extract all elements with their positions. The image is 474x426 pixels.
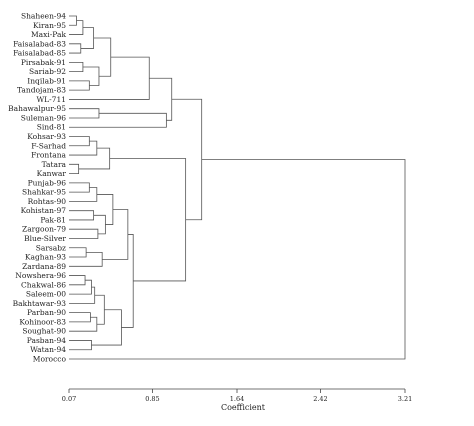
dendrogram-link xyxy=(69,275,86,286)
leaf-label: Pasban-94 xyxy=(27,336,66,345)
leaf-label: Zardana-89 xyxy=(22,262,66,271)
leaf-labels: Shaheen-94Kiran-95Maxi-PakFaisalabad-83F… xyxy=(8,12,66,364)
dendrogram-links xyxy=(69,15,406,360)
dendrogram-link xyxy=(78,147,111,170)
dendrogram-link xyxy=(121,234,134,328)
x-axis-tick-label: 0.85 xyxy=(145,395,159,403)
leaf-label: Tandojam-83 xyxy=(17,86,66,95)
x-axis: 0.07 0.85 1.64 2.42 3.21 xyxy=(62,388,412,403)
dendrogram-link xyxy=(69,108,100,119)
dendrogram-link xyxy=(171,98,203,221)
dendrogram-link xyxy=(82,66,100,86)
dendrogram-link xyxy=(69,286,96,304)
x-axis-tick-label: 3.21 xyxy=(398,395,412,403)
leaf-label: Saleem-00 xyxy=(26,290,66,299)
leaf-label: Pirsabak-91 xyxy=(21,58,66,67)
leaf-label: Faisalabad-83 xyxy=(13,39,66,48)
leaf-label: F-Sarhad xyxy=(31,141,66,150)
dendrogram-link xyxy=(69,159,406,360)
leaf-label: Watan-94 xyxy=(30,345,66,354)
dendrogram-link xyxy=(69,56,150,100)
leaf-label: Morocco xyxy=(33,354,67,363)
leaf-label: Frontana xyxy=(31,151,66,160)
dendrogram-link xyxy=(69,312,91,323)
dendrogram-link xyxy=(69,210,95,221)
dendrogram-link xyxy=(69,43,82,54)
dendrogram-link xyxy=(69,163,80,174)
dendrogram-link xyxy=(102,209,129,260)
x-axis-tick-label: 2.42 xyxy=(313,395,327,403)
dendrogram-link xyxy=(69,251,103,267)
dendrogram-link xyxy=(69,340,92,351)
leaf-label: Soughat-90 xyxy=(22,327,66,336)
dendrogram-link xyxy=(69,80,90,91)
dendrogram-link xyxy=(69,112,167,128)
dendrogram-link xyxy=(69,20,84,35)
leaf-label: Suleman-96 xyxy=(21,113,67,122)
leaf-label: Shahkar-95 xyxy=(22,188,66,197)
dendrogram-link xyxy=(96,194,114,225)
dendrogram-link xyxy=(149,77,173,121)
dendrogram-link xyxy=(69,61,84,73)
leaf-label: Faisalabad-85 xyxy=(13,49,66,58)
dendrogram-link xyxy=(93,37,112,77)
dendrogram-link xyxy=(69,187,98,202)
x-axis-tick-label: 1.64 xyxy=(230,395,244,403)
dendrogram-link xyxy=(69,182,90,193)
leaf-label: Kanwar xyxy=(37,169,67,178)
leaf-label: Rohtas-90 xyxy=(28,197,67,206)
dendrogram-link xyxy=(69,15,77,26)
x-axis-title: Coefficient xyxy=(221,403,266,412)
dendrogram-link xyxy=(109,158,187,282)
leaf-label: Kohsar-93 xyxy=(27,132,66,141)
leaf-label: Sariab-92 xyxy=(29,67,66,76)
dendrogram-link xyxy=(69,228,99,239)
dendrogram-link xyxy=(69,247,87,258)
leaf-label: Kohinoor-83 xyxy=(19,317,66,326)
leaf-label: Bahawalpur-95 xyxy=(8,104,66,113)
leaf-label: WL-711 xyxy=(36,95,66,104)
dendrogram-link xyxy=(94,294,105,325)
leaf-label: Sarsabz xyxy=(36,243,66,252)
leaf-label: Parban-90 xyxy=(27,308,66,317)
leaf-label: Kaghan-93 xyxy=(25,253,66,262)
leaf-label: Blue-Silver xyxy=(24,234,66,243)
leaf-label: Bakhtawar-93 xyxy=(13,299,67,308)
x-axis-tick-label: 0.07 xyxy=(62,395,76,403)
leaf-label: Sind-81 xyxy=(37,123,66,132)
leaf-label: Kohistan-97 xyxy=(21,206,67,215)
leaf-label: Pak-81 xyxy=(40,215,66,224)
dendrogram-link xyxy=(69,136,90,147)
dendrogram-link xyxy=(69,279,92,295)
leaf-label: Inqilab-91 xyxy=(27,76,66,85)
leaf-label: Chakwal-86 xyxy=(21,280,66,289)
leaf-label: Maxi-Pak xyxy=(31,30,66,39)
dendrogram-link xyxy=(93,214,106,235)
leaf-label: Tatara xyxy=(42,160,67,169)
dendrogram-link xyxy=(69,140,98,156)
leaf-label: Nowshera-96 xyxy=(15,271,66,280)
dendrogram-link xyxy=(69,316,98,332)
leaf-label: Punjab-96 xyxy=(28,178,67,187)
leaf-label: Kiran-95 xyxy=(33,21,66,30)
leaf-label: Zargoon-79 xyxy=(22,225,66,234)
leaf-label: Shaheen-94 xyxy=(21,12,66,21)
dendrogram-link xyxy=(91,309,122,346)
